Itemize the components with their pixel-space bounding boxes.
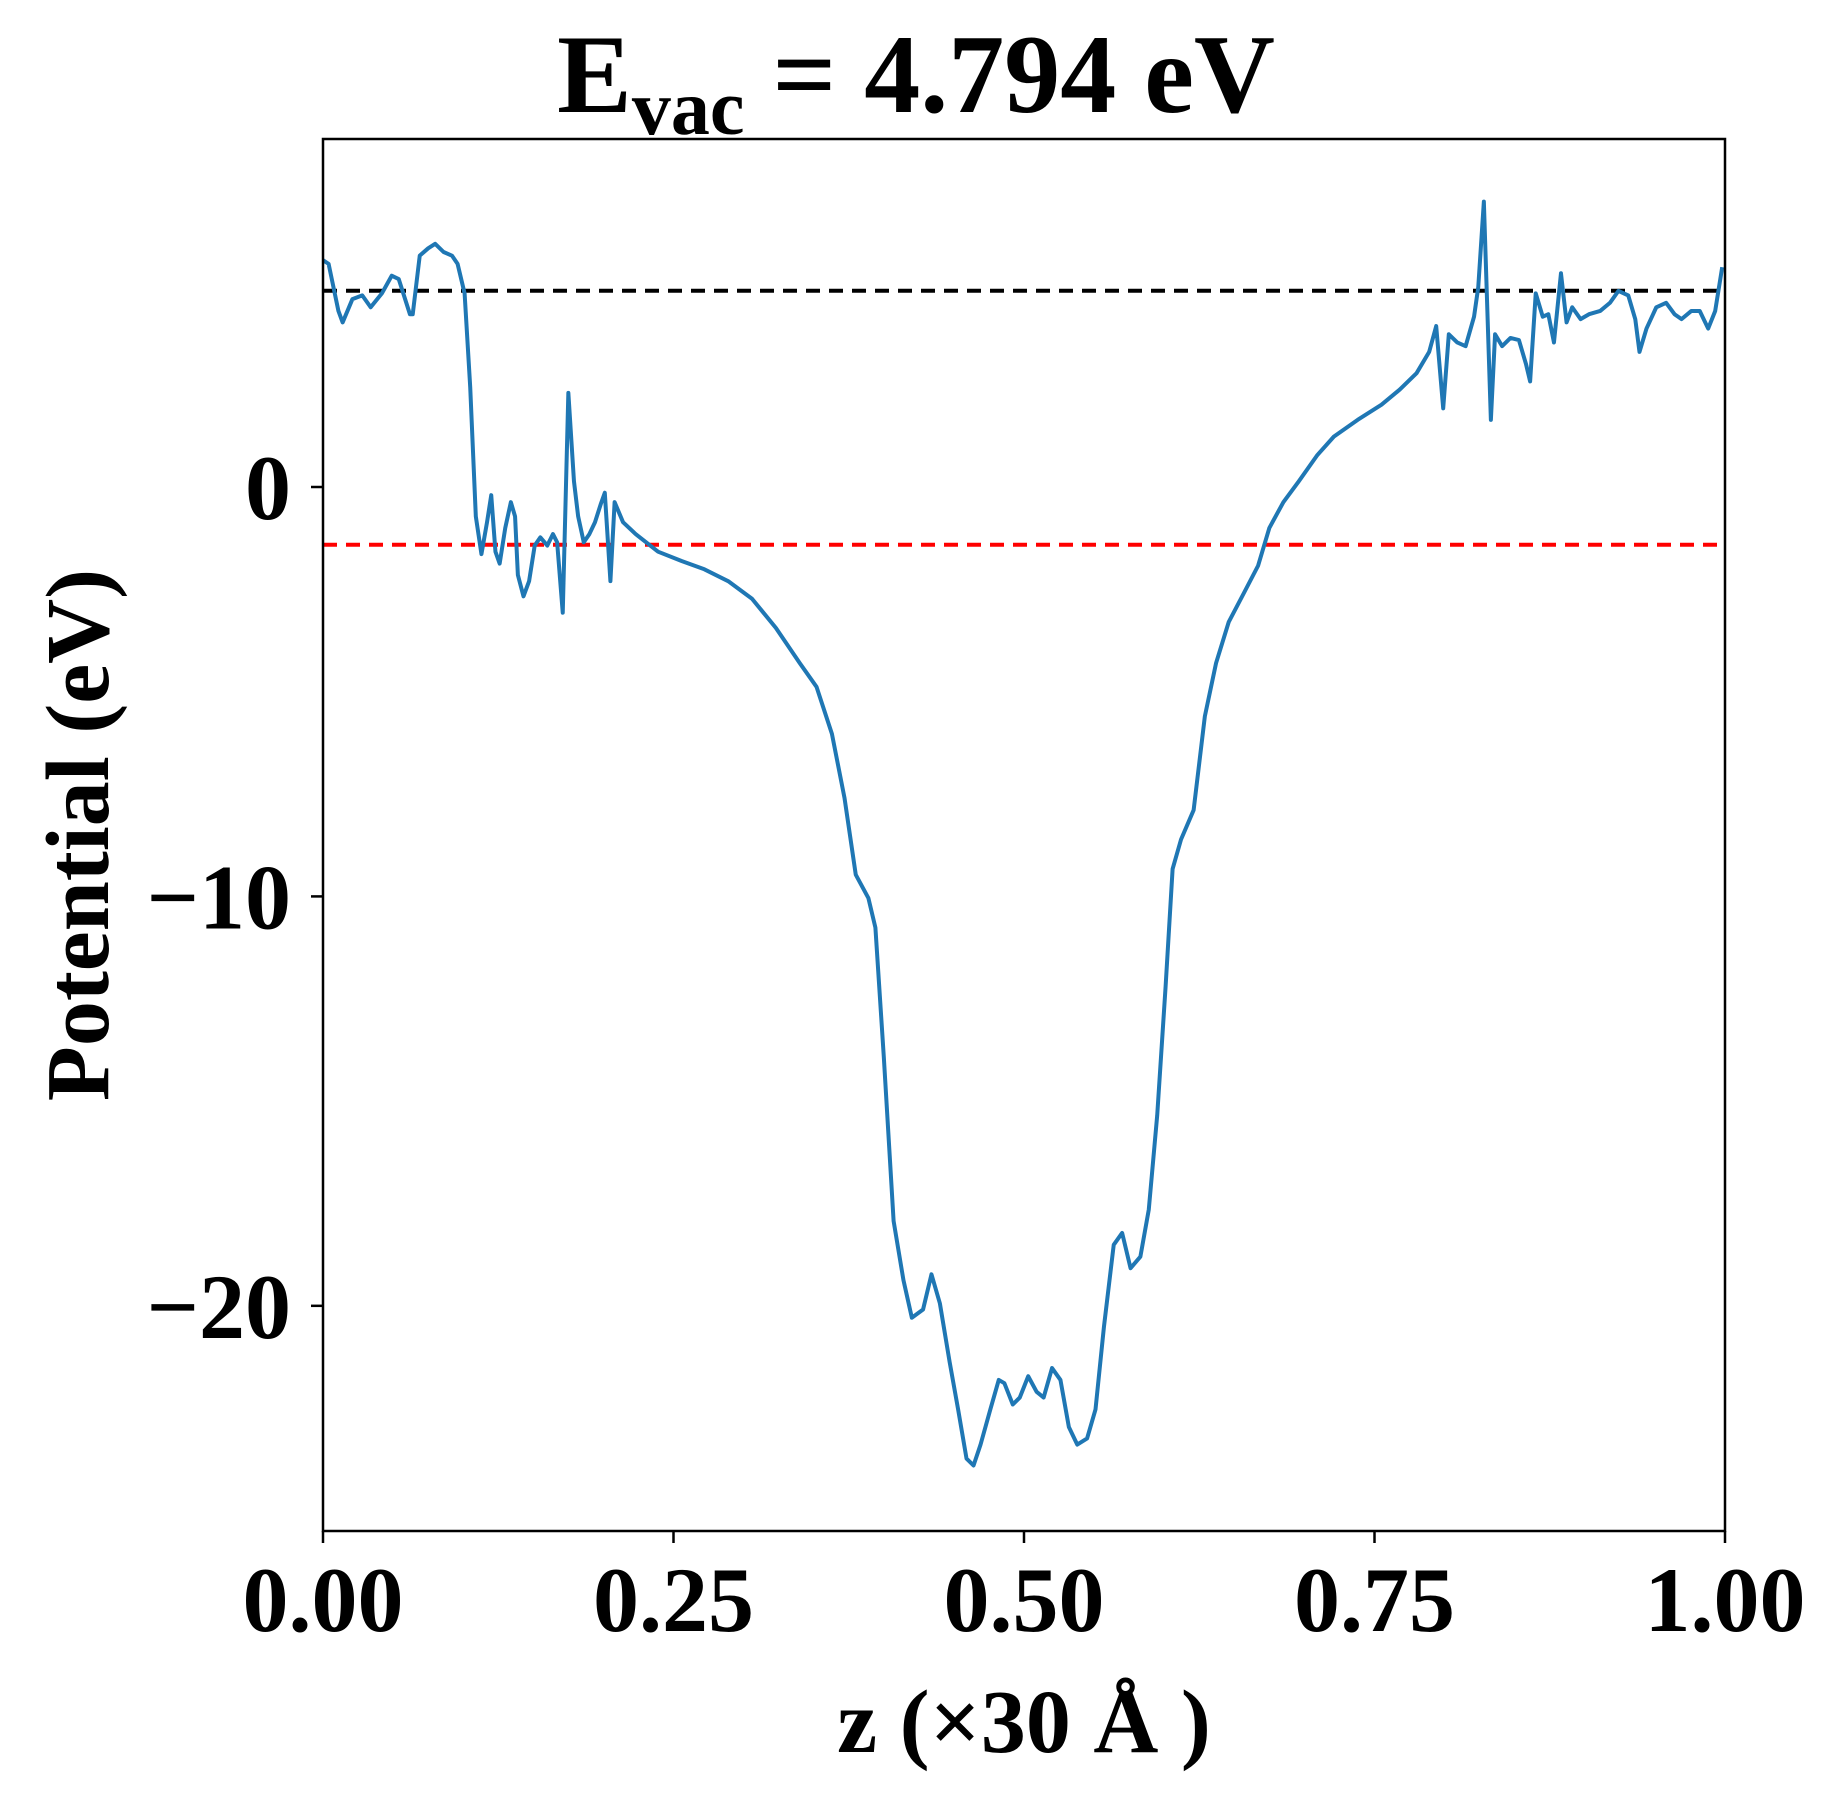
potential-line <box>321 199 1725 1468</box>
chart-title: Evac = 4.794 eV <box>557 13 1275 151</box>
x-tick-label: 0.50 <box>944 1549 1105 1651</box>
x-axis-label: z (×30 Å ) <box>837 1673 1211 1772</box>
y-tick-label: −10 <box>147 846 291 948</box>
y-axis-label: Potential (eV) <box>29 569 128 1101</box>
plot-frame <box>321 137 1727 1533</box>
title-rest: = 4.794 eV <box>744 13 1274 137</box>
title-sub: vac <box>632 64 745 151</box>
x-tick-label: 1.00 <box>1645 1549 1806 1651</box>
y-tick-label: 0 <box>245 437 291 539</box>
title-main: E <box>557 13 632 137</box>
y-tick-label: −20 <box>147 1256 291 1358</box>
x-tick-label: 0.00 <box>243 1549 404 1651</box>
x-tick-label: 0.25 <box>593 1549 754 1651</box>
x-tick-label: 0.75 <box>1294 1549 1455 1651</box>
